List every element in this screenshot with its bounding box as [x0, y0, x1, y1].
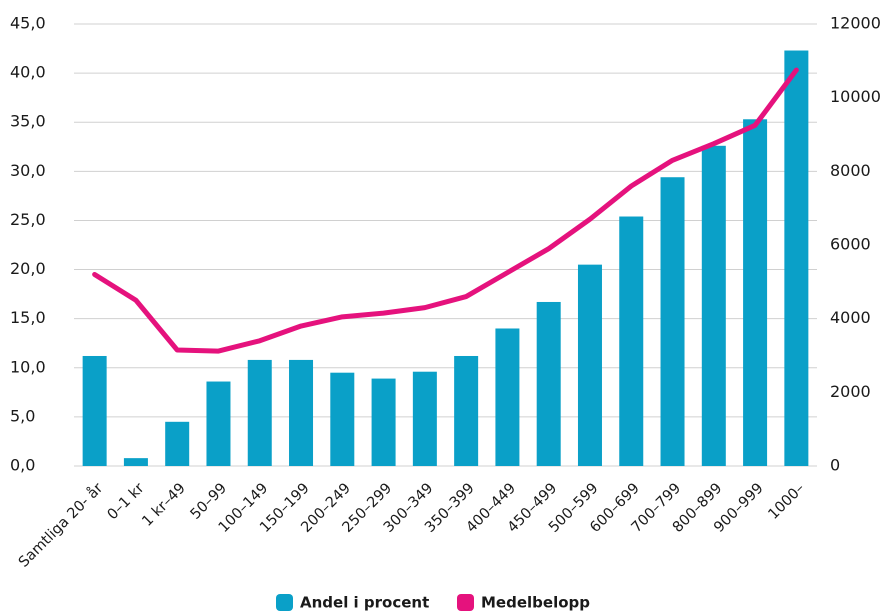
bar: [371, 378, 396, 466]
bar: [165, 421, 190, 466]
bar: [495, 328, 520, 466]
bar: [577, 264, 602, 466]
y2-tick-label: 4000: [830, 308, 871, 327]
bar: [743, 119, 768, 466]
y-tick-label: 5,0: [10, 406, 35, 425]
y2-tick-label: 8000: [830, 161, 871, 180]
y2-tick-label: 12000: [830, 14, 881, 33]
x-tick-label: 1 kr–49: [139, 480, 188, 529]
y-tick-label: 25,0: [10, 210, 46, 229]
legend-label: Medelbelopp: [481, 594, 590, 612]
bar: [82, 355, 107, 466]
bar: [412, 371, 437, 466]
y2-tick-label: 0: [830, 456, 840, 475]
y-tick-label: 35,0: [10, 112, 46, 131]
y2-tick-label: 2000: [830, 382, 871, 401]
bar: [206, 381, 231, 466]
y2-tick-label: 6000: [830, 235, 871, 254]
bar: [784, 50, 809, 467]
legend-swatch: [276, 594, 293, 611]
bar: [660, 177, 685, 466]
y-tick-label: 45,0: [10, 14, 46, 33]
legend-swatch: [457, 594, 474, 611]
y-tick-label: 0,0: [10, 456, 35, 475]
bar: [247, 359, 272, 466]
legend-label: Andel i procent: [300, 594, 429, 612]
y-tick-label: 20,0: [10, 259, 46, 278]
y-tick-label: 40,0: [10, 63, 46, 82]
y-tick-label: 30,0: [10, 161, 46, 180]
line: [92, 67, 799, 354]
x-tick-label: 1000–: [765, 480, 808, 523]
bar: [330, 372, 355, 466]
y-tick-label: 10,0: [10, 357, 46, 376]
y2-tick-label: 10000: [830, 87, 881, 106]
bar: [536, 301, 561, 466]
bar: [454, 355, 479, 466]
bar: [289, 359, 314, 466]
bar: [619, 216, 644, 466]
x-tick-label: Samtliga 20- år: [15, 480, 106, 571]
bar: [123, 458, 148, 466]
y-tick-label: 15,0: [10, 308, 46, 327]
bar: [701, 145, 726, 466]
